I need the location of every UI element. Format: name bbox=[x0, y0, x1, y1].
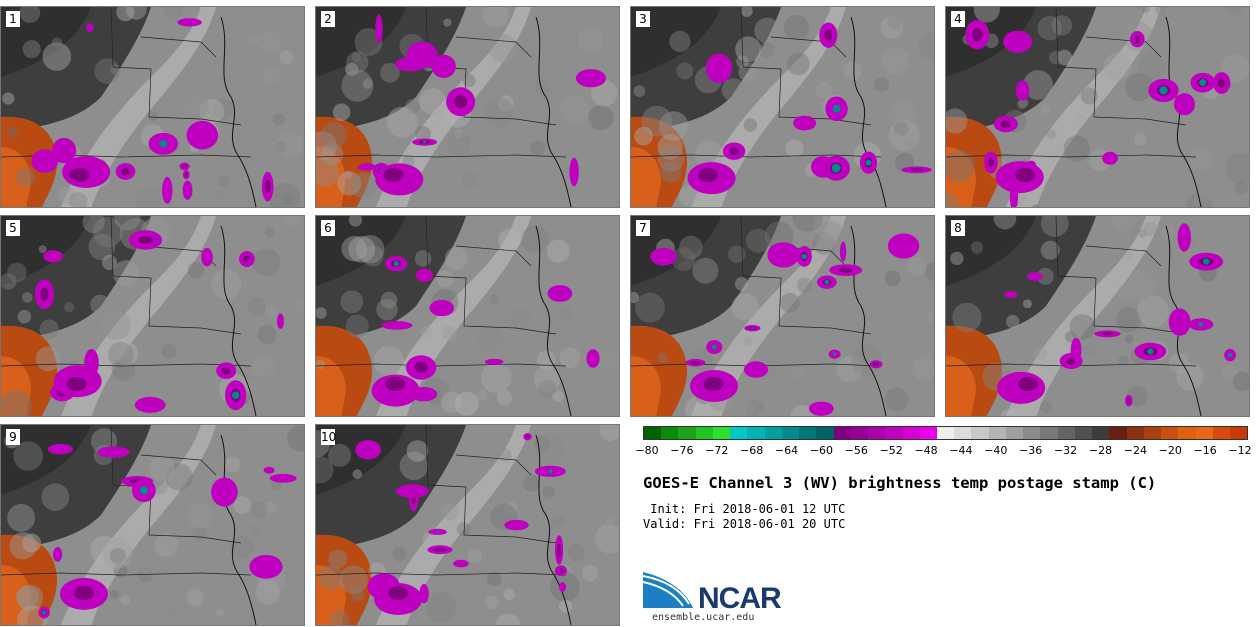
colorbar-segment bbox=[1178, 427, 1196, 439]
colorbar-segment bbox=[954, 427, 972, 439]
map-panel: 6 bbox=[315, 215, 620, 417]
colorbar-segment bbox=[781, 427, 800, 439]
panel-number-label: 6 bbox=[321, 220, 335, 236]
ensemble-url: ensemble.ucar.edu bbox=[652, 612, 755, 623]
colorbar-segment bbox=[1229, 427, 1248, 439]
colorbar-tick-label: −68 bbox=[740, 444, 764, 457]
panel-number-label: 5 bbox=[6, 220, 20, 236]
colorbar-segment bbox=[885, 427, 903, 439]
panel-number-label: 4 bbox=[951, 11, 965, 27]
colorbar-tick-label: −24 bbox=[1123, 444, 1147, 457]
colorbar-segment bbox=[1074, 427, 1093, 439]
panel-number-label: 8 bbox=[951, 220, 965, 236]
map-panel: 8 bbox=[945, 215, 1250, 417]
colorbar-segment bbox=[695, 427, 713, 439]
colorbar-tick-label: −32 bbox=[1053, 444, 1078, 457]
colorbar-segment bbox=[971, 427, 989, 439]
colorbar-tick-label: −28 bbox=[1088, 444, 1113, 457]
colorbar bbox=[643, 426, 1248, 440]
colorbar-segment bbox=[799, 427, 817, 439]
colorbar-segment bbox=[712, 427, 731, 439]
colorbar-tick-label: −80 bbox=[635, 444, 659, 457]
colorbar-segment bbox=[661, 427, 679, 439]
colorbar-tick-label: −60 bbox=[809, 444, 834, 457]
colorbar-tick-label: −44 bbox=[949, 444, 973, 457]
colorbar-tick-label: −12 bbox=[1228, 444, 1252, 457]
colorbar-tick-label: −36 bbox=[1019, 444, 1043, 457]
colorbar-segment bbox=[988, 427, 1006, 439]
colorbar-tick-label: −52 bbox=[879, 444, 903, 457]
ncar-logo-text: NCAR bbox=[698, 582, 782, 615]
colorbar-segment bbox=[850, 427, 869, 439]
colorbar-segment bbox=[936, 427, 955, 439]
colorbar-segment bbox=[1005, 427, 1024, 439]
panel-number-label: 9 bbox=[6, 429, 20, 445]
ncar-logo-icon bbox=[643, 572, 693, 608]
colorbar-segment bbox=[1057, 427, 1075, 439]
colorbar-segment bbox=[747, 427, 765, 439]
map-panel: 9 bbox=[0, 424, 305, 626]
figure-title: GOES-E Channel 3 (WV) brightness temp po… bbox=[643, 474, 1157, 492]
colorbar-segment bbox=[902, 427, 920, 439]
colorbar-segment bbox=[1212, 427, 1230, 439]
colorbar-tick-label: −40 bbox=[984, 444, 1008, 457]
colorbar-tick-label: −72 bbox=[705, 444, 729, 457]
colorbar-segment bbox=[1109, 427, 1127, 439]
colorbar-segment bbox=[730, 427, 748, 439]
map-panel: 1 bbox=[0, 6, 305, 208]
colorbar-segment bbox=[1040, 427, 1058, 439]
colorbar-tick-label: −16 bbox=[1193, 444, 1217, 457]
colorbar-tick-label: −56 bbox=[844, 444, 868, 457]
colorbar-segment bbox=[678, 427, 696, 439]
panel-number-label: 2 bbox=[321, 11, 335, 27]
colorbar-segment bbox=[1126, 427, 1144, 439]
colorbar-segment bbox=[1092, 427, 1110, 439]
panel-number-label: 7 bbox=[636, 220, 650, 236]
map-panel: 4 bbox=[945, 6, 1250, 208]
colorbar-tick-label: −76 bbox=[670, 444, 694, 457]
colorbar-segment bbox=[833, 427, 851, 439]
colorbar-segment bbox=[1195, 427, 1213, 439]
colorbar-segment bbox=[868, 427, 886, 439]
map-panel: 7 bbox=[630, 215, 935, 417]
colorbar-tick-label: −64 bbox=[774, 444, 799, 457]
colorbar-segment bbox=[816, 427, 834, 439]
colorbar-tick-labels: −80 −76 −72 −68 −64 −60 −56 −52 −48 −44 −40 −36 −32−… bbox=[635, 444, 1252, 458]
panel-number-label: 1 bbox=[6, 11, 20, 27]
colorbar-tick-label: −20 bbox=[1158, 444, 1182, 457]
colorbar-segment bbox=[1143, 427, 1162, 439]
colorbar-segment bbox=[1023, 427, 1041, 439]
colorbar-segment bbox=[1161, 427, 1179, 439]
colorbar-segment bbox=[644, 427, 662, 439]
map-panel: 2 bbox=[315, 6, 620, 208]
panel-number-label: 10 bbox=[321, 429, 337, 445]
map-panel: 3 bbox=[630, 6, 935, 208]
map-panel: 10 bbox=[315, 424, 620, 626]
init-time: Init: Fri 2018-06-01 12 UTC bbox=[643, 502, 846, 516]
colorbar-tick-label: −48 bbox=[914, 444, 938, 457]
map-panel: 5 bbox=[0, 215, 305, 417]
panel-number-label: 3 bbox=[636, 11, 650, 27]
colorbar-segment bbox=[764, 427, 782, 439]
valid-time: Valid: Fri 2018-06-01 20 UTC bbox=[643, 517, 846, 531]
colorbar-segment bbox=[919, 427, 937, 439]
